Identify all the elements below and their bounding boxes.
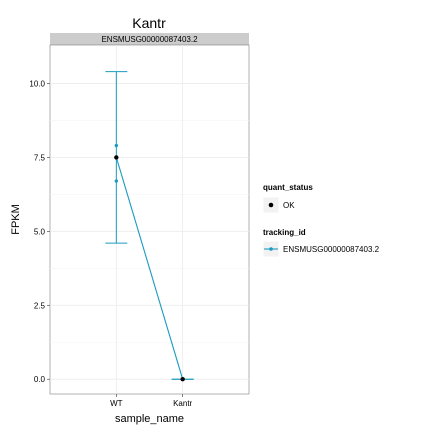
x-tick-label: Kantr xyxy=(173,399,192,408)
legend-title-quant-status: quant_status xyxy=(263,183,313,192)
facet-label: ENSMUSG00000087403.2 xyxy=(101,35,198,44)
x-axis-title: sample_name xyxy=(115,413,184,425)
series-line xyxy=(115,157,184,380)
facet-strip xyxy=(50,33,249,45)
replicate-point xyxy=(114,143,119,148)
y-tick-label: 0.0 xyxy=(34,375,46,384)
chart-title: Kantr xyxy=(132,15,166,31)
legend-label-ok: OK xyxy=(283,201,295,210)
replicate-point xyxy=(114,179,119,183)
y-axis-title: FPKM xyxy=(10,204,22,235)
axes: 0.0 2.5 5.0 7.5 10.0 WT Kantr xyxy=(29,79,192,408)
legend-title-tracking-id: tracking_id xyxy=(263,228,306,237)
mean-point xyxy=(114,155,119,160)
y-tick-label: 10.0 xyxy=(29,79,45,88)
y-tick-label: 7.5 xyxy=(34,153,46,162)
series xyxy=(105,71,194,382)
legend: quant_status OK tracking_id ENSMUSG00000… xyxy=(262,183,380,258)
plot-panel xyxy=(49,44,250,395)
y-tick-label: 2.5 xyxy=(34,301,46,310)
legend-label-tracking-id: ENSMUSG00000087403.2 xyxy=(283,245,380,254)
mean-point xyxy=(180,377,185,382)
y-tick-label: 5.0 xyxy=(34,227,46,236)
legend-series-point xyxy=(269,247,273,251)
x-tick-label: WT xyxy=(110,399,123,408)
legend-ok-point xyxy=(268,202,274,208)
